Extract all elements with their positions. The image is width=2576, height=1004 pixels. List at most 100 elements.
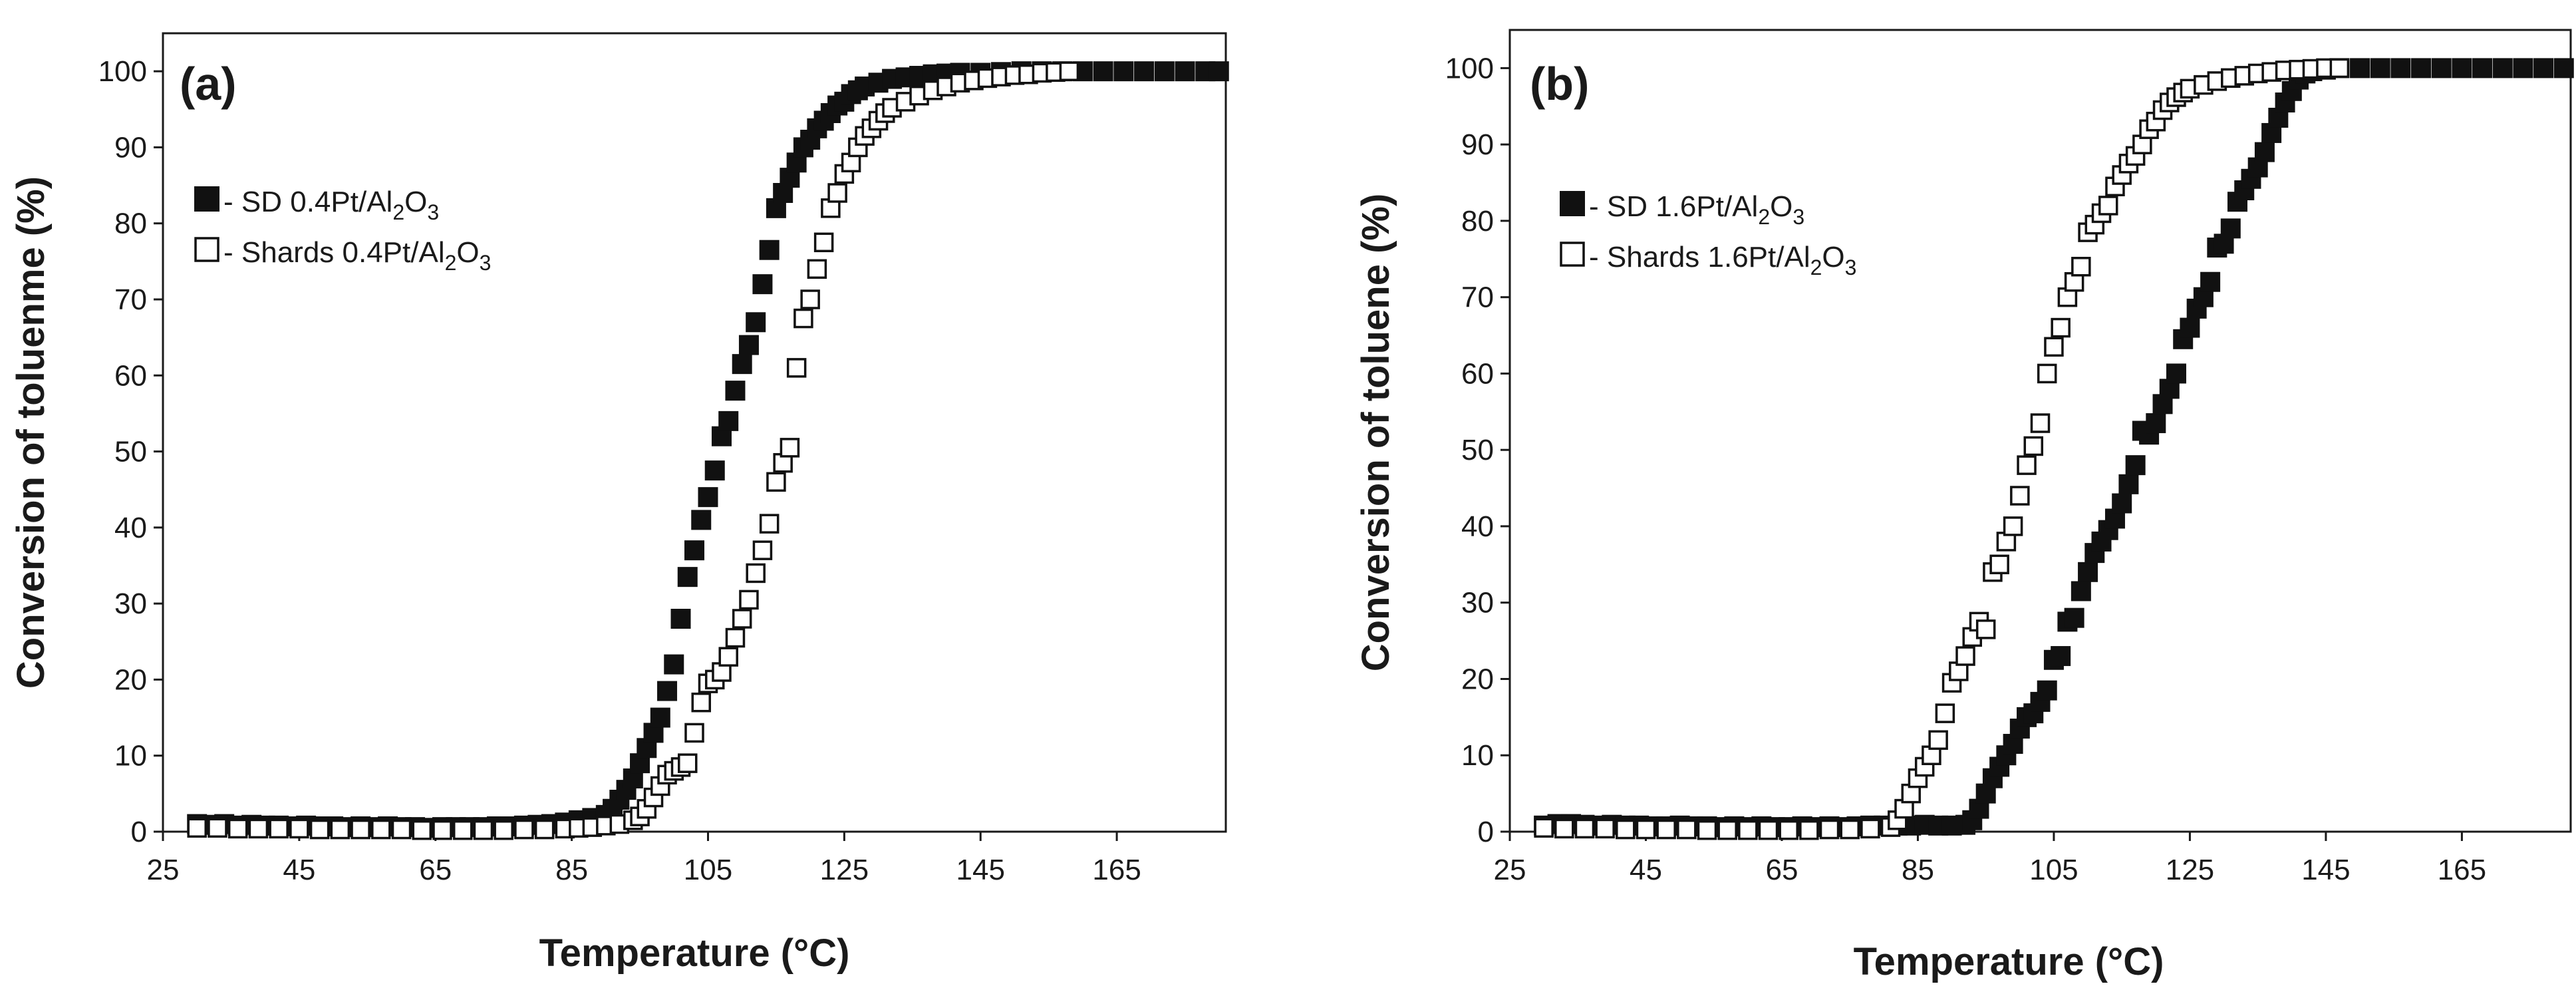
y-tick-label: 0 [1478, 816, 1494, 848]
y-tick-label: 0 [131, 816, 147, 848]
data-point [793, 308, 813, 329]
data-point [1738, 820, 1758, 840]
x-tick-label: 105 [684, 854, 732, 886]
legend: - SD 0.4Pt/Al2O3 - Shards 0.4Pt/Al2O3 [194, 186, 491, 275]
legend-marker-filled [194, 186, 219, 212]
data-point [718, 411, 739, 431]
data-point [1134, 61, 1155, 82]
data-point [2003, 516, 2023, 536]
data-point [1799, 820, 1819, 840]
data-point [2071, 581, 2091, 601]
series-open-squares [1534, 58, 2350, 840]
y-tick-label: 80 [114, 208, 147, 240]
x-tick-label: 125 [2166, 854, 2214, 886]
x-axis-ticks: 25 45 65 85 105 125 145 165 [1494, 832, 2486, 886]
data-point [759, 240, 780, 260]
data-point [1175, 61, 1195, 82]
y-tick-label: 60 [114, 359, 147, 392]
data-point [678, 753, 698, 773]
x-tick-label: 85 [555, 854, 588, 886]
data-point [780, 438, 800, 458]
y-tick-label: 100 [1445, 52, 1494, 84]
data-point [813, 232, 834, 253]
data-point [2390, 58, 2411, 79]
data-point [2492, 58, 2513, 79]
data-point [2329, 58, 2350, 79]
data-point [718, 647, 738, 667]
data-point [248, 818, 269, 839]
legend-label: - Shards 1.6Pt/Al2O3 [1589, 241, 1856, 279]
panel-label: (a) [180, 58, 237, 110]
y-tick-label: 90 [114, 131, 147, 164]
data-point [2071, 257, 2091, 277]
panel-label: (b) [1530, 58, 1589, 110]
panel-a: 0 10 20 30 40 50 60 70 80 90 100 25 45 65 85 105 125 145… [9, 32, 1229, 975]
data-point [1595, 818, 1615, 839]
y-axis-ticks: 0 10 20 30 40 50 60 70 80 90 100 [98, 55, 163, 848]
legend-marker-open [194, 237, 219, 262]
data-point [2023, 436, 2044, 456]
data-point [1616, 819, 1636, 840]
x-tick-label: 165 [1092, 854, 1141, 886]
data-point [1113, 61, 1134, 82]
y-tick-label: 50 [1461, 434, 1494, 466]
data-point [514, 819, 534, 840]
data-point [2350, 58, 2370, 79]
data-point [752, 274, 773, 295]
data-points [187, 61, 1229, 840]
x-tick-label: 25 [1494, 854, 1526, 886]
plot-frame [1508, 29, 2572, 833]
data-point [739, 589, 759, 610]
y-tick-label: 20 [114, 663, 147, 696]
data-point [2044, 337, 2064, 357]
data-point [698, 487, 718, 508]
data-point [2125, 455, 2146, 476]
x-tick-label: 45 [283, 854, 315, 886]
x-tick-label: 165 [2438, 854, 2486, 886]
y-tick-label: 10 [1461, 739, 1494, 772]
data-point [289, 818, 309, 839]
data-point [269, 818, 289, 839]
data-point [1779, 820, 1798, 840]
data-point [534, 819, 555, 840]
data-point [391, 819, 412, 840]
data-point [1636, 819, 1656, 840]
data-point [1840, 819, 1860, 840]
data-point [2118, 474, 2139, 494]
data-point [2553, 58, 2574, 79]
series-filled-squares [1534, 58, 2574, 838]
data-point [746, 312, 766, 333]
data-point [2030, 413, 2051, 433]
data-point [1975, 619, 1996, 639]
y-tick-label: 10 [114, 740, 147, 772]
y-tick-label: 80 [1461, 205, 1494, 238]
data-point [309, 819, 330, 840]
data-point [452, 820, 473, 840]
data-point [691, 692, 711, 713]
data-point [1677, 819, 1697, 840]
data-point [1955, 646, 1975, 666]
data-point [1574, 818, 1595, 839]
data-point [2411, 58, 2432, 79]
data-point [1209, 61, 1229, 82]
data-point [732, 354, 752, 375]
data-point [738, 335, 759, 355]
data-point [1860, 818, 1880, 839]
y-tick-label: 30 [1461, 587, 1494, 619]
data-point [351, 819, 370, 840]
x-tick-label: 145 [2301, 854, 2350, 886]
panel-b: 0 10 20 30 40 50 60 70 80 90 100 25 45 65 85 105 125 145… [1354, 29, 2574, 983]
data-point [2051, 317, 2071, 338]
y-axis-ticks: 0 10 20 30 40 50 60 70 80 90 100 [1445, 52, 1510, 848]
data-point [1928, 730, 1948, 751]
data-point [1697, 820, 1717, 840]
legend-marker-open [1560, 242, 1585, 267]
data-point [1554, 818, 1574, 839]
legend-label: - SD 0.4Pt/Al2O3 [223, 186, 439, 224]
data-point [2452, 58, 2472, 79]
x-axis-ticks: 25 45 65 85 105 125 145 165 [147, 832, 1141, 886]
data-point [2431, 58, 2452, 79]
y-tick-label: 40 [114, 512, 147, 544]
x-tick-label: 125 [820, 854, 869, 886]
data-point [1758, 820, 1779, 840]
